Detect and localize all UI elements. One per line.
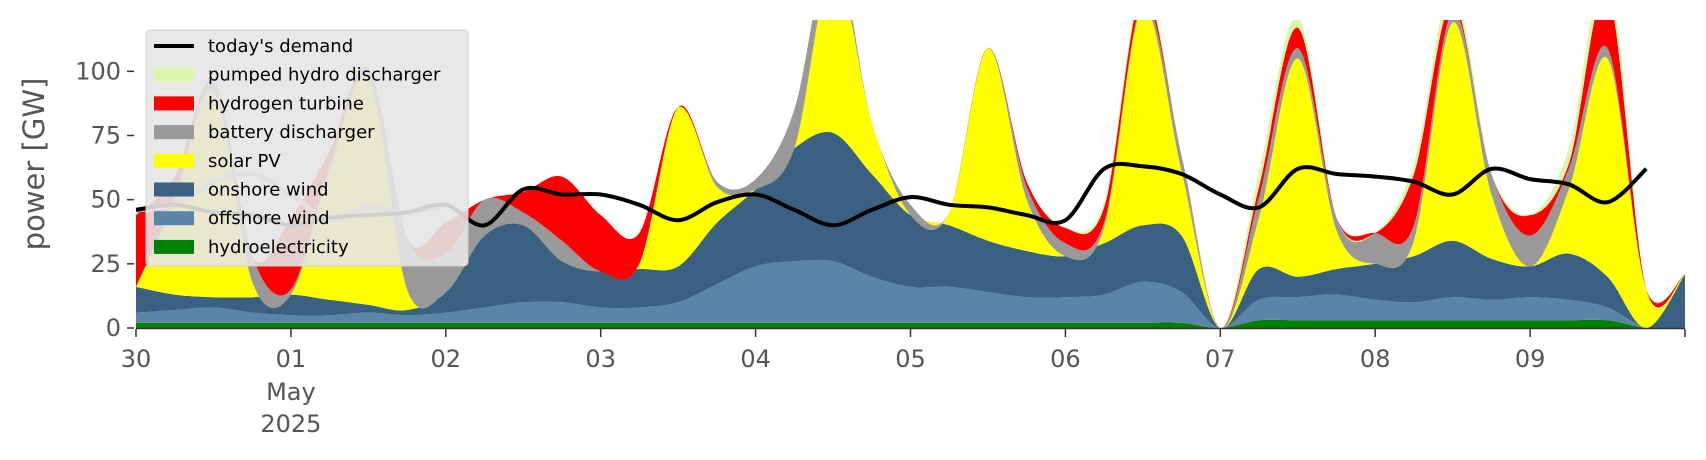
x-tick-label: 30 xyxy=(121,345,152,373)
legend-swatch xyxy=(154,182,194,197)
x-tick-label: 01 xyxy=(276,345,307,373)
legend-label: onshore wind xyxy=(208,180,329,201)
legend-label: battery discharger xyxy=(208,122,375,143)
legend-label: hydrogen turbine xyxy=(208,93,364,114)
legend-swatch xyxy=(154,67,194,82)
x-tick-label: 09 xyxy=(1515,345,1546,373)
legend-label: solar PV xyxy=(208,151,281,172)
legend-swatch xyxy=(154,96,194,111)
legend-label: today's demand xyxy=(208,36,353,57)
area-offshore-wind xyxy=(136,259,1685,328)
x-tick-label: 08 xyxy=(1360,345,1391,373)
legend-label: offshore wind xyxy=(208,208,330,229)
x-tick-label: 05 xyxy=(895,345,926,373)
x-tick-label: 06 xyxy=(1050,345,1081,373)
y-tick-label: 100 xyxy=(75,57,121,85)
legend-swatch xyxy=(154,153,194,168)
legend-label: pumped hydro discharger xyxy=(208,65,441,86)
x-tick-label: 07 xyxy=(1205,345,1236,373)
x-tick-label: 03 xyxy=(585,345,616,373)
y-axis-title: power [GW] xyxy=(17,78,51,251)
axes: 0 25 50 75 100 30 01 May 2025 02 03 04 05 06 07 08 09 xyxy=(75,57,1686,438)
legend-swatch xyxy=(154,211,194,226)
stacked-areas xyxy=(136,20,1685,328)
area-solar-pv xyxy=(136,20,1685,328)
legend-box xyxy=(145,29,469,267)
y-tick-label: 50 xyxy=(90,186,121,214)
x-tick-label: 02 xyxy=(431,345,462,373)
y-tick-label: 75 xyxy=(90,122,121,150)
area-hydroelectricity xyxy=(136,319,1685,328)
y-tick-label: 25 xyxy=(90,250,121,278)
x-tick-label: 2025 xyxy=(260,410,321,438)
legend-swatch xyxy=(154,239,194,254)
x-tick-label: May xyxy=(266,378,316,406)
legend: today's demand pumped hydro discharger hyd… xyxy=(145,29,469,267)
legend-swatch xyxy=(154,125,194,140)
legend-label: hydroelectricity xyxy=(208,237,349,258)
y-tick-label: 0 xyxy=(106,314,121,342)
area-onshore-wind xyxy=(136,131,1685,328)
x-tick-label: 04 xyxy=(740,345,771,373)
